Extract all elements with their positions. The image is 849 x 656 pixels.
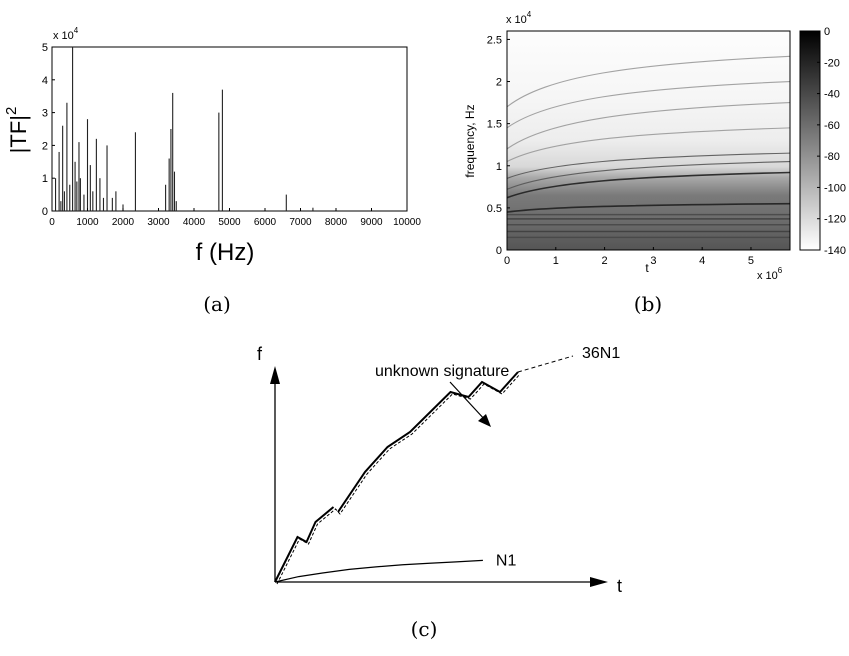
panel-a-y-scale: x 104 bbox=[53, 26, 79, 42]
y-tick-label: 1 bbox=[42, 173, 48, 185]
x-tick-label: 10000 bbox=[393, 217, 421, 228]
colorbar-tick-label: -140 bbox=[824, 245, 846, 257]
panel-a-caption: (a) bbox=[203, 292, 231, 316]
panel-c-ylabel: f bbox=[257, 344, 263, 364]
spectral-ridge bbox=[507, 102, 790, 150]
colorbar-tick-label: -60 bbox=[824, 120, 840, 132]
y-tick-label: 0 bbox=[496, 245, 502, 257]
panel-c-y-arrowhead bbox=[270, 366, 280, 384]
spectral-ridge bbox=[507, 55, 790, 108]
y-tick-label: 1 bbox=[496, 161, 502, 173]
series-N1-line bbox=[274, 559, 483, 583]
series-36N1-line bbox=[337, 371, 519, 513]
x-tick-label: 1 bbox=[553, 255, 559, 267]
x-tick-label: 8000 bbox=[325, 217, 348, 228]
panel-b-colorbar-ticks: 0 -20 -40 -60 -80 -100 -120 -140 bbox=[817, 26, 846, 257]
y-tick-label: 2 bbox=[42, 140, 48, 152]
colorbar-tick-label: -20 bbox=[824, 57, 840, 69]
colorbar-tick-label: -40 bbox=[824, 89, 840, 101]
panel-b-caption: (b) bbox=[634, 292, 662, 316]
y-tick-label: 3 bbox=[42, 108, 48, 120]
spectral-ridge bbox=[507, 127, 790, 163]
panel-c-annotation-arrowhead bbox=[478, 414, 491, 427]
x-tick-label: 9000 bbox=[360, 217, 383, 228]
panel-b-y-ticks: 0 0.5 1 1.5 2 2.5 bbox=[487, 34, 510, 257]
colorbar-tick-label: -120 bbox=[824, 214, 846, 226]
spectral-ridge bbox=[507, 202, 790, 213]
panel-c: 36N1 N1 f t unknown signature (c) bbox=[257, 344, 622, 641]
x-tick-label: 4000 bbox=[183, 217, 206, 228]
panel-a-ylabel: |TF|2 bbox=[3, 107, 31, 154]
panel-b-ridges bbox=[507, 55, 790, 239]
panel-c-caption: (c) bbox=[411, 617, 438, 641]
panel-b-xlabel: t bbox=[645, 261, 649, 275]
spectral-ridge bbox=[507, 161, 790, 190]
panel-a-xlabel: f (Hz) bbox=[196, 239, 255, 266]
x-tick-label: 3000 bbox=[147, 217, 170, 228]
series-36N1-continuation bbox=[517, 355, 574, 373]
spectral-ridge bbox=[507, 80, 790, 129]
x-tick-label: 7000 bbox=[289, 217, 312, 228]
x-tick-label: 0 bbox=[504, 255, 510, 267]
panel-a-plot-frame bbox=[51, 46, 408, 212]
panel-a-x-ticks: 0 1000 2000 3000 4000 5000 6000 7000 8000 9000 100… bbox=[49, 208, 421, 228]
panel-b-y-scale: x 104 bbox=[506, 10, 532, 26]
panel-a-y-ticks: 0 1 2 3 4 5 bbox=[42, 42, 55, 218]
panel-c-xlabel: t bbox=[617, 576, 622, 596]
colorbar-tick-label: -80 bbox=[824, 151, 840, 163]
y-tick-label: 0 bbox=[42, 206, 48, 218]
y-tick-label: 4 bbox=[42, 75, 48, 87]
spectral-ridge bbox=[507, 152, 790, 179]
x-tick-label: 3 bbox=[650, 255, 656, 267]
x-tick-label: 2000 bbox=[112, 217, 135, 228]
panel-b-x-scale: x 106 bbox=[757, 266, 783, 282]
panel-b-plot-frame bbox=[506, 30, 791, 251]
panel-b-spectrogram bbox=[507, 31, 790, 250]
y-tick-label: 0.5 bbox=[487, 203, 502, 215]
y-tick-label: 1.5 bbox=[487, 119, 502, 131]
panel-b: 0 1 2 3 4 5 0 0.5 1 1.5 2 2.5 x 104 x 106 t freque… bbox=[463, 10, 846, 316]
panel-c-x-arrowhead bbox=[590, 577, 608, 587]
x-tick-label: 1000 bbox=[76, 217, 99, 228]
panel-b-x-ticks: 0 1 2 3 4 5 bbox=[504, 247, 754, 267]
series-label: N1 bbox=[496, 552, 517, 569]
x-tick-label: 4 bbox=[699, 255, 705, 267]
x-tick-label: 6000 bbox=[254, 217, 277, 228]
x-tick-label: 5 bbox=[748, 255, 754, 267]
y-tick-label: 2.5 bbox=[487, 34, 502, 46]
panel-c-annotation: unknown signature bbox=[375, 363, 509, 380]
colorbar-tick-label: 0 bbox=[824, 26, 830, 38]
panel-a-bars bbox=[54, 47, 314, 211]
y-tick-label: 2 bbox=[496, 77, 502, 89]
colorbar-tick-label: -100 bbox=[824, 182, 846, 194]
panel-a: 0 1000 2000 3000 4000 5000 6000 7000 8000 9000 100… bbox=[3, 26, 421, 316]
x-tick-label: 0 bbox=[49, 217, 55, 228]
panel-c-series: 36N1 N1 bbox=[274, 345, 620, 585]
panel-b-ylabel: frequency, Hz bbox=[463, 104, 477, 177]
series-36N1-reference bbox=[276, 373, 521, 585]
series-36N1-line bbox=[274, 506, 335, 583]
panel-c-annotation-arrow bbox=[449, 381, 487, 422]
spectral-ridge bbox=[507, 171, 790, 199]
x-tick-label: 2 bbox=[602, 255, 608, 267]
x-tick-label: 5000 bbox=[218, 217, 241, 228]
y-tick-label: 5 bbox=[42, 42, 48, 54]
panel-b-colorbar bbox=[799, 30, 821, 251]
series-label: 36N1 bbox=[582, 345, 620, 362]
